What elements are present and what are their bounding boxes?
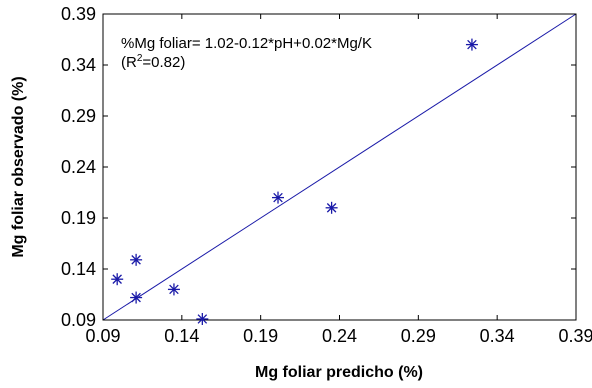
y-tick-label-1: 0.14 [61, 259, 96, 279]
data-point-1-stroke-3 [131, 255, 141, 265]
y-tick-label-4: 0.29 [61, 106, 96, 126]
x-tick-label-1: 0.14 [164, 326, 199, 346]
y-tick-label-0: 0.09 [61, 310, 96, 330]
data-point-0 [111, 273, 124, 286]
data-point-0-stroke-3 [112, 274, 122, 284]
data-point-2-stroke-3 [131, 292, 141, 303]
x-tick-label-0: 0.09 [85, 326, 120, 346]
data-point-4-stroke-3 [197, 314, 208, 324]
data-point-2 [130, 291, 143, 304]
data-point-5 [272, 191, 285, 204]
x-tick-label-2: 0.19 [243, 326, 278, 346]
annotation-r2-suffix: =0.82) [142, 54, 185, 71]
data-point-7-stroke-3 [467, 39, 477, 50]
y-tick-label-3: 0.24 [61, 157, 96, 177]
annotation-equation: %Mg foliar= 1.02-0.12*pH+0.02*Mg/K [121, 35, 372, 52]
y-tick-label-5: 0.34 [61, 55, 96, 75]
x-axis-title: Mg foliar predicho (%) [255, 364, 423, 381]
annotation-r2: (R2=0.82) [121, 53, 185, 71]
x-tick-label-3: 0.24 [322, 326, 357, 346]
data-point-6-stroke-3 [326, 203, 337, 213]
x-tick-label-4: 0.29 [401, 326, 436, 346]
data-point-5-stroke-3 [273, 192, 283, 203]
fit-line [102, 13, 577, 321]
y-axis-title: Mg foliar observado (%) [10, 76, 27, 257]
ticks-layer: 0.09 0.14 0.19 0.24 0.29 0.34 0.39 0.09 0.14 0.19… [61, 4, 592, 346]
x-tick-label-6: 0.39 [558, 326, 592, 346]
fit-line-layer [102, 13, 577, 321]
data-point-1 [130, 253, 143, 266]
annotation-r2-superscript: 2 [137, 53, 143, 64]
annotation-r2-prefix: (R [121, 54, 137, 71]
x-tick-label-5: 0.34 [480, 326, 515, 346]
y-tick-label-6: 0.39 [61, 4, 96, 24]
data-point-4 [196, 312, 209, 325]
data-point-3 [167, 283, 180, 296]
data-point-3-stroke-3 [169, 284, 179, 295]
data-point-7 [465, 38, 478, 51]
points-layer [111, 38, 478, 325]
y-tick-label-2: 0.19 [61, 208, 96, 228]
data-point-6 [325, 201, 338, 214]
